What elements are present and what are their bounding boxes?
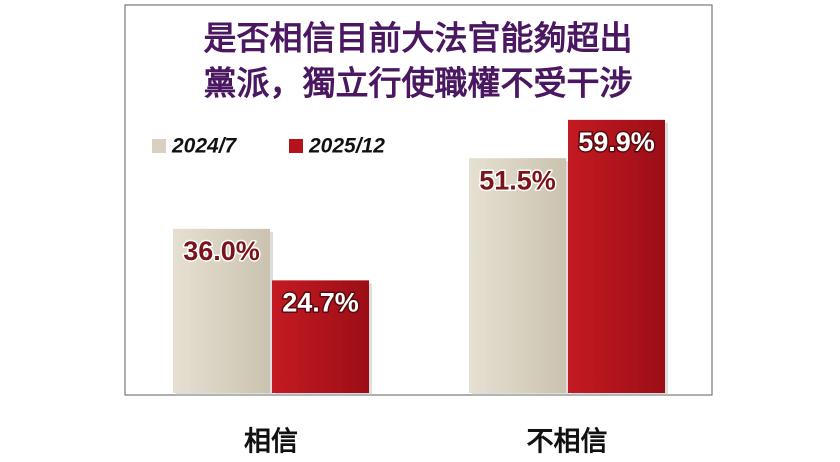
value-label: 59.9%	[578, 127, 655, 157]
legend-label: 2025/12	[308, 135, 385, 158]
bar	[568, 119, 665, 393]
bar	[173, 228, 270, 393]
chart-title: 黨派，獨立行使職權不受干涉	[204, 64, 633, 103]
legend-swatch	[152, 139, 166, 153]
value-label: 51.5%	[479, 165, 556, 195]
bar	[272, 280, 369, 393]
x-tick-label: 不相信	[527, 427, 608, 458]
bar	[469, 158, 566, 393]
x-tick-label: 相信	[244, 427, 298, 458]
value-label: 24.7%	[282, 287, 359, 317]
legend-label: 2024/7	[171, 135, 238, 158]
chart-title: 是否相信目前大法官能夠超出	[204, 19, 633, 58]
legend-swatch	[289, 139, 303, 153]
value-label: 36.0%	[183, 236, 260, 266]
